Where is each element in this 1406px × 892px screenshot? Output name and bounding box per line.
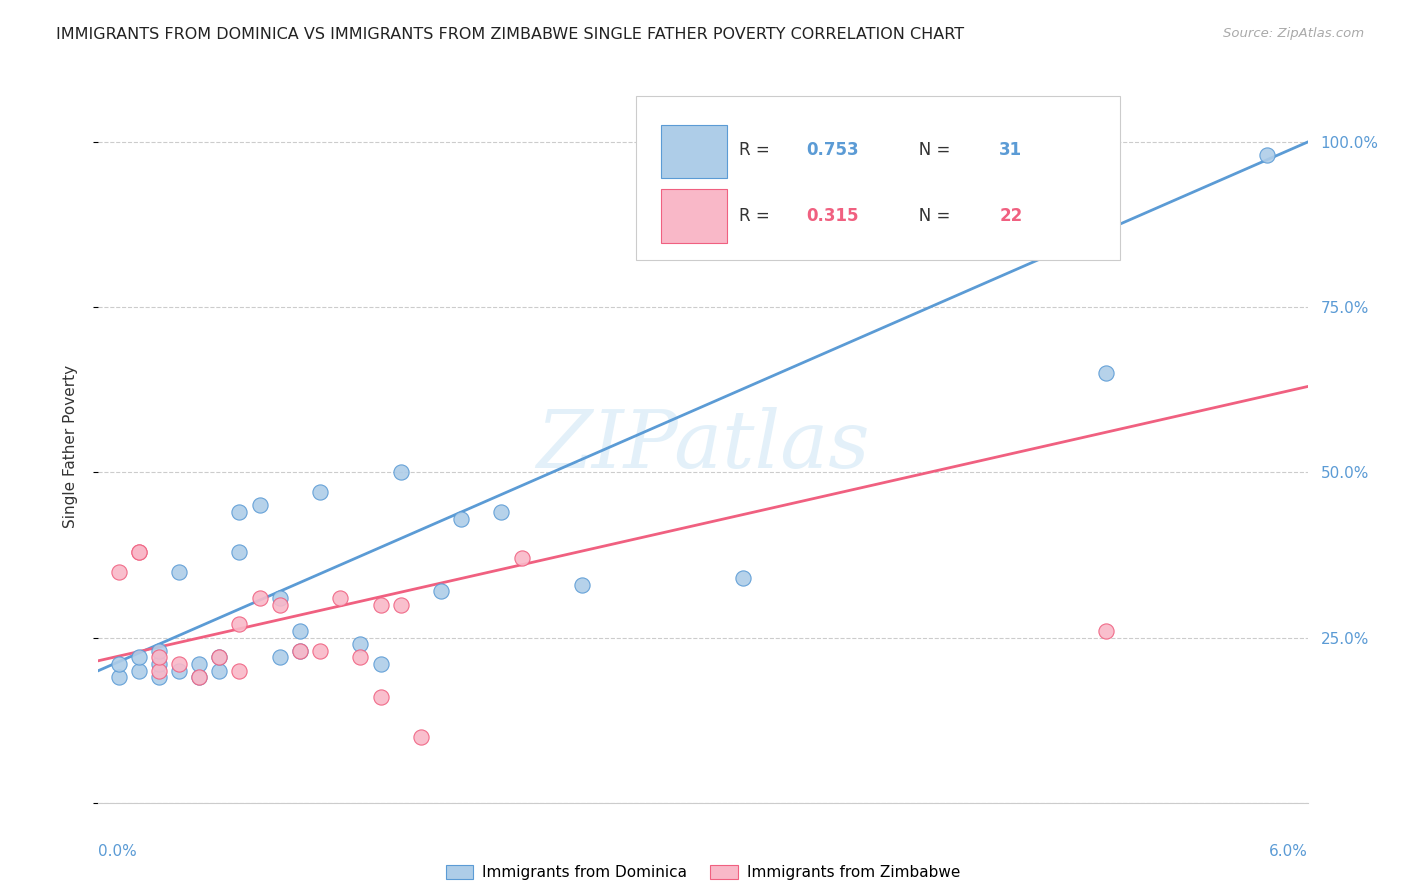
Point [249, 499, 271, 513]
Point [148, 670, 170, 684]
FancyBboxPatch shape [637, 96, 1121, 260]
Point [228, 664, 250, 678]
Point [208, 664, 231, 678]
Point [349, 650, 371, 665]
Point [288, 644, 311, 658]
Point [370, 690, 392, 704]
FancyBboxPatch shape [661, 125, 727, 178]
Point [148, 650, 170, 665]
Text: N =: N = [903, 207, 955, 225]
Point [128, 545, 150, 559]
Text: 6.0%: 6.0% [1268, 845, 1308, 859]
Point [733, 571, 755, 585]
Y-axis label: Single Father Poverty: Single Father Poverty [63, 365, 77, 527]
Text: Source: ZipAtlas.com: Source: ZipAtlas.com [1223, 27, 1364, 40]
Point [228, 505, 250, 519]
Text: 0.753: 0.753 [806, 141, 859, 159]
Point [491, 505, 513, 519]
Text: N =: N = [903, 141, 955, 159]
Point [288, 644, 311, 658]
Point [389, 598, 412, 612]
Legend: Immigrants from Dominica, Immigrants from Zimbabwe: Immigrants from Dominica, Immigrants fro… [439, 857, 967, 888]
Point [450, 511, 472, 525]
Point [389, 466, 412, 480]
Point [309, 485, 332, 500]
Point [430, 584, 453, 599]
FancyBboxPatch shape [661, 189, 727, 243]
Point [128, 545, 150, 559]
Point [208, 650, 231, 665]
Point [188, 670, 211, 684]
Point [1095, 624, 1118, 638]
Text: R =: R = [740, 207, 775, 225]
Point [288, 624, 311, 638]
Point [228, 617, 250, 632]
Point [188, 670, 211, 684]
Point [571, 578, 593, 592]
Point [107, 657, 129, 671]
Point [409, 730, 432, 744]
Point [148, 644, 170, 658]
Point [269, 650, 291, 665]
Point [167, 565, 190, 579]
Text: 31: 31 [1000, 141, 1022, 159]
Point [148, 657, 170, 671]
Point [510, 551, 533, 566]
Point [1095, 367, 1118, 381]
Point [167, 664, 190, 678]
Point [128, 650, 150, 665]
Point [228, 545, 250, 559]
Text: ZIPatlas: ZIPatlas [536, 408, 870, 484]
Point [128, 664, 150, 678]
Text: R =: R = [740, 141, 775, 159]
Point [107, 565, 129, 579]
Point [148, 664, 170, 678]
Point [349, 637, 371, 651]
Point [309, 644, 332, 658]
Point [329, 591, 352, 605]
Point [249, 591, 271, 605]
Point [1256, 148, 1278, 162]
Text: 0.315: 0.315 [806, 207, 858, 225]
Point [167, 657, 190, 671]
Text: 0.0%: 0.0% [98, 845, 138, 859]
Text: IMMIGRANTS FROM DOMINICA VS IMMIGRANTS FROM ZIMBABWE SINGLE FATHER POVERTY CORRE: IMMIGRANTS FROM DOMINICA VS IMMIGRANTS F… [56, 27, 965, 42]
Point [370, 598, 392, 612]
Point [107, 670, 129, 684]
Point [269, 591, 291, 605]
Point [188, 657, 211, 671]
Point [370, 657, 392, 671]
Point [269, 598, 291, 612]
Text: 22: 22 [1000, 207, 1022, 225]
Point [208, 650, 231, 665]
